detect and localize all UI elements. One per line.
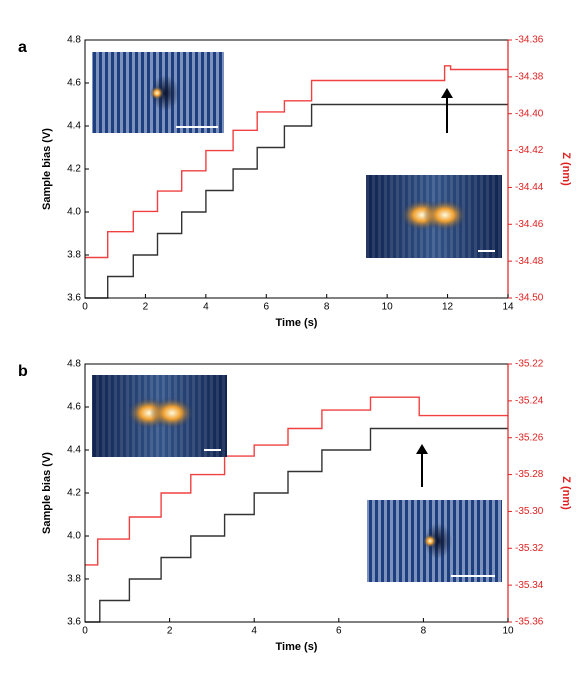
y2-tick-label: -35.32: [515, 543, 544, 554]
y-axis-title: Sample bias (V): [41, 128, 53, 210]
x-tick-label: 14: [502, 302, 514, 313]
data-line: [85, 427, 508, 623]
x-tick-label: 4: [203, 302, 209, 313]
y2-tick-label: -35.24: [515, 395, 544, 406]
data-line: [85, 396, 508, 566]
data-line: [85, 103, 508, 299]
y2-tick-label: -35.26: [515, 432, 544, 443]
x-tick-label: 0: [82, 626, 88, 637]
y-tick-label: 4.8: [67, 35, 81, 46]
inset-b2: [367, 500, 502, 582]
x-tick-label: 2: [143, 302, 149, 313]
y2-tick-label: -34.42: [515, 145, 544, 156]
data-line: [85, 65, 508, 259]
y2-tick-label: -34.36: [515, 35, 544, 46]
y-tick-label: 4.2: [67, 488, 81, 499]
panel-label: b: [18, 363, 28, 380]
x-tick-label: 10: [502, 626, 514, 637]
x-tick-label: 6: [264, 302, 270, 313]
x-axis-title: Time (s): [276, 317, 318, 329]
inset-images: [92, 52, 502, 582]
y2-tick-label: -34.46: [515, 219, 544, 230]
y-tick-label: 3.6: [67, 293, 81, 304]
y2-tick-label: -35.34: [515, 580, 544, 591]
y-tick-label: 4.0: [67, 207, 81, 218]
x-tick-label: 10: [382, 302, 394, 313]
y-tick-label: 3.8: [67, 574, 81, 585]
inset-a1: [92, 52, 224, 133]
y2-tick-label: -34.40: [515, 108, 544, 119]
y2-axis-title: Z (nm): [560, 476, 572, 510]
panel-label: a: [18, 39, 27, 56]
x-tick-label: 12: [442, 302, 454, 313]
x-tick-label: 8: [421, 626, 427, 637]
arrows: [416, 88, 453, 487]
y2-tick-label: -35.30: [515, 506, 544, 517]
y-tick-label: 3.8: [67, 250, 81, 261]
inset-a2: [366, 175, 502, 258]
y2-tick-label: -35.28: [515, 469, 544, 480]
y2-tick-label: -34.44: [515, 182, 544, 193]
y2-tick-label: -35.22: [515, 359, 544, 370]
x-tick-label: 0: [82, 302, 88, 313]
y2-tick-label: -34.50: [515, 293, 544, 304]
y2-tick-label: -34.48: [515, 256, 544, 267]
y-tick-label: 4.0: [67, 531, 81, 542]
inset-b1: [92, 375, 227, 457]
y-tick-label: 3.6: [67, 617, 81, 628]
y2-tick-label: -35.36: [515, 617, 544, 628]
y2-tick-label: -34.38: [515, 71, 544, 82]
x-tick-label: 2: [167, 626, 173, 637]
y-tick-label: 4.8: [67, 359, 81, 370]
y-tick-label: 4.6: [67, 402, 81, 413]
x-tick-label: 4: [251, 626, 257, 637]
y-axis-title: Sample bias (V): [41, 452, 53, 534]
y-tick-label: 4.2: [67, 164, 81, 175]
x-axis-title: Time (s): [276, 641, 318, 653]
x-tick-label: 8: [324, 302, 330, 313]
y-tick-label: 4.4: [67, 121, 81, 132]
y-tick-label: 4.4: [67, 445, 81, 456]
x-tick-label: 6: [336, 626, 342, 637]
y-tick-label: 4.6: [67, 78, 81, 89]
y2-axis-title: Z (nm): [560, 152, 572, 186]
